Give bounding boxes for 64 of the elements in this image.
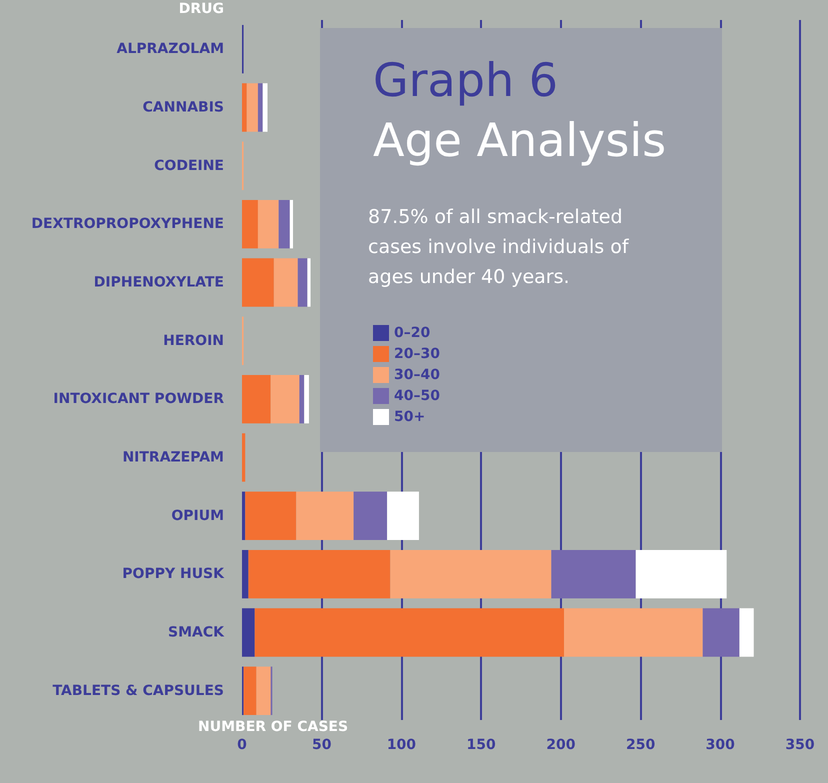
- bar: [254, 608, 564, 657]
- legend-label: 20–30: [394, 346, 440, 362]
- bar: [242, 433, 246, 482]
- x-tick-label: 0: [237, 737, 248, 753]
- legend-label: 0–20: [394, 325, 430, 341]
- bar: [390, 550, 552, 598]
- x-tick-label: 150: [466, 737, 496, 753]
- bar: [274, 258, 298, 307]
- x-tick-label: 200: [546, 737, 576, 753]
- bar: [258, 200, 279, 248]
- x-tick-label: 100: [386, 737, 416, 753]
- y-tick-label: POPPY HUSK: [122, 566, 226, 582]
- bar: [244, 666, 256, 716]
- bar: [242, 550, 248, 598]
- x-tick-label: 300: [706, 737, 736, 753]
- annotation: 87.5% of all smack-related cases involve individuals of ages under 40 years.: [368, 206, 635, 288]
- legend-label: 40–50: [394, 388, 440, 404]
- bar: [298, 258, 308, 307]
- bar: [290, 200, 294, 248]
- y-tick-label: DIPHENOXYLATE: [94, 274, 224, 290]
- bar: [248, 550, 390, 598]
- bar: [242, 258, 274, 307]
- bar: [270, 374, 300, 424]
- x-axis-title: NUMBER OF CASES: [198, 719, 348, 735]
- y-tick-label: SMACK: [168, 624, 226, 640]
- bar: [551, 550, 636, 598]
- y-tick-label: TABLETS & CAPSULES: [52, 682, 224, 699]
- y-tick-label: HEROIN: [163, 332, 224, 349]
- y-tick-label: CANNABIS: [142, 100, 224, 116]
- legend-label: 30–40: [394, 367, 440, 383]
- text: Graph 6: [373, 53, 558, 107]
- legend-label: 50+: [394, 409, 426, 425]
- x-tick-label: 250: [626, 737, 656, 753]
- y-tick-label: NITRAZEPAM: [122, 450, 224, 466]
- bar: [246, 83, 258, 132]
- bar: [739, 608, 754, 657]
- bar: [242, 83, 247, 132]
- y-tick-label: INTOXICANT POWDER: [53, 391, 224, 408]
- bar: [242, 492, 246, 540]
- bar: [256, 666, 271, 716]
- bar: [299, 374, 304, 424]
- bar: [387, 492, 419, 540]
- bar: [258, 83, 263, 132]
- bar: [278, 200, 290, 248]
- y-tick-label: ALPRAZOLAM: [116, 41, 224, 58]
- bar: [242, 374, 271, 424]
- bar: [262, 83, 268, 132]
- bar: [702, 608, 740, 657]
- bar: [564, 608, 703, 657]
- x-tick-label: 50: [312, 737, 332, 753]
- bar: [354, 492, 388, 540]
- bar: [296, 492, 354, 540]
- y-tick-label: CODEINE: [154, 158, 224, 174]
- bar: [636, 550, 727, 598]
- x-tick-label: 350: [785, 737, 815, 753]
- y-tick-label: DEXTROPROPOXYPHENE: [31, 216, 224, 232]
- bar: [245, 492, 296, 540]
- y-tick-label: OPIUM: [171, 508, 224, 524]
- bar: [304, 374, 309, 424]
- text: Age Analysis: [373, 113, 666, 167]
- bar: [242, 608, 255, 657]
- bar: [307, 258, 311, 307]
- bar: [242, 200, 258, 248]
- y-axis-title: DRUG: [178, 1, 224, 17]
